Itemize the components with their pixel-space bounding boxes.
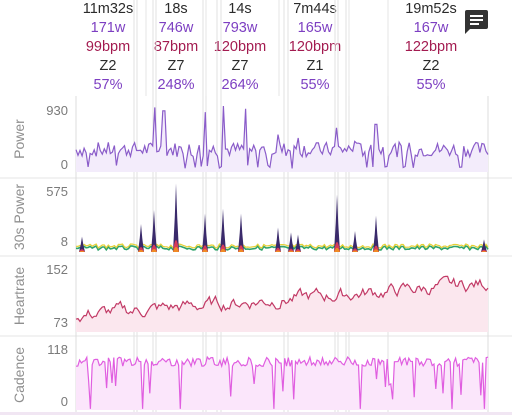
interval-zone: Z2 [99, 58, 117, 74]
cadence-tick-top: 118 [47, 342, 68, 357]
interval-percent: 57% [93, 77, 123, 93]
interval-summary-5[interactable]: 19m52s 167w 122bpm Z2 55% [391, 0, 471, 96]
heartrate-tick-top: 152 [46, 262, 68, 277]
interval-power: 746w [158, 20, 194, 36]
power30-peak-orange [275, 250, 281, 252]
power30-peak [295, 234, 301, 252]
interval-summary-1[interactable]: 11m32s 171w 99bpm Z2 57% [70, 0, 146, 96]
power30-peak-orange [238, 249, 244, 252]
power30-peak [151, 210, 157, 252]
power30-baseline [75, 244, 489, 252]
power30-peak [138, 224, 144, 252]
comment-icon [465, 10, 488, 34]
power30-peak [481, 239, 487, 252]
power30-peak [352, 231, 358, 252]
power30-peak-orange [220, 248, 226, 252]
interval-power: 171w [90, 20, 126, 36]
power-area [76, 106, 488, 172]
interval-zone: Z7 [167, 58, 185, 74]
power30-peak-orange [173, 246, 179, 252]
power30-peak [275, 227, 281, 252]
interval-power: 793w [222, 20, 258, 36]
power30-peak [220, 208, 226, 252]
interval-summary-4[interactable]: 7m44s 165w 120bpm Z1 55% [282, 0, 348, 96]
power30-yellow-band [75, 243, 489, 250]
power30-peak-orange [373, 249, 379, 252]
interval-percent: 55% [300, 77, 330, 93]
power30-peak-orange [295, 250, 301, 252]
power30-peak [79, 236, 85, 252]
heartrate-line [75, 275, 489, 323]
interval-duration: 11m32s [82, 1, 134, 17]
cadence-line [75, 354, 489, 409]
interval-percent: 55% [416, 77, 446, 93]
interval-summary-2[interactable]: 18s 746w 87bpm Z7 248% [148, 0, 204, 96]
power30-peak [288, 232, 294, 252]
power30-peak [202, 213, 208, 252]
interval-percent: 248% [157, 77, 195, 93]
interval-heartrate: 120bpm [213, 39, 267, 55]
power30-peak [173, 183, 179, 252]
interval-heartrate: 87bpm [153, 39, 199, 55]
heartrate-tick-bottom: 73 [53, 315, 68, 330]
power30-peak-orange [334, 247, 340, 252]
interval-zone: Z1 [306, 58, 324, 74]
power30-peak-orange [151, 248, 157, 252]
power-tick-top: 930 [46, 103, 68, 118]
scroll-edge [0, 412, 512, 415]
power30-peak-orange [288, 250, 294, 252]
interval-zone: Z7 [231, 58, 249, 74]
interval-percent: 264% [221, 77, 259, 93]
power30-peak-orange [79, 250, 85, 252]
interval-power: 165w [297, 20, 333, 36]
interval-power: 167w [413, 20, 449, 36]
power30-peak-orange [481, 251, 487, 252]
power30-tick-bottom: 8 [60, 234, 68, 249]
power-line [75, 105, 489, 170]
interval-heartrate: 99bpm [85, 39, 131, 55]
power-tick-bottom: 0 [60, 157, 68, 172]
comment-button[interactable] [461, 6, 491, 36]
interval-zone: Z2 [422, 58, 440, 74]
power30-peak [373, 215, 379, 252]
power30-peak-orange [202, 249, 208, 252]
power30-peak-orange [352, 250, 358, 252]
interval-duration: 14s [228, 1, 252, 17]
interval-heartrate: 122bpm [404, 39, 458, 55]
interval-duration: 19m52s [405, 1, 457, 17]
power30-peak [334, 194, 340, 252]
power30-peak-orange [138, 249, 144, 252]
heartrate-area [76, 276, 488, 332]
power30-tick-top: 575 [46, 184, 68, 199]
power30-peak [238, 213, 244, 252]
interval-duration: 18s [164, 1, 188, 17]
cadence-tick-bottom: 0 [60, 394, 68, 409]
interval-duration: 7m44s [293, 1, 337, 17]
interval-summary-3[interactable]: 14s 793w 120bpm Z7 264% [207, 0, 273, 96]
interval-heartrate: 120bpm [288, 39, 342, 55]
